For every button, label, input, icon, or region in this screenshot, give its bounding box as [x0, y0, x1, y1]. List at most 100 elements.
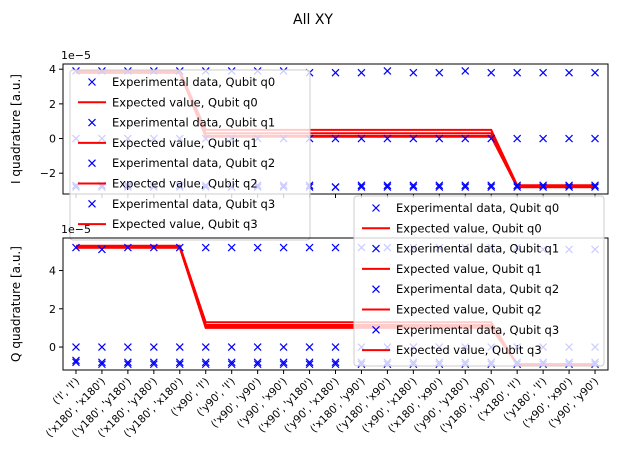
data-point-1-4-5: [201, 358, 210, 367]
data-point-1-2-8: [279, 343, 288, 351]
legend-label-1-0: Experimental data, Qubit q0: [396, 201, 559, 215]
data-point-1-2-4: [175, 343, 184, 351]
legend-marker-1-0: [372, 204, 380, 212]
data-point-1-0-8: [279, 243, 288, 252]
data-point-1-2-10: [331, 343, 340, 351]
data-point-1-4-2: [123, 358, 132, 367]
y-tick-label-0-1: 0: [49, 133, 56, 146]
data-point-1-4-9: [305, 358, 314, 367]
legend-label-1-1: Expected value, Qubit q0: [396, 221, 542, 235]
data-point-0-4-19: [565, 181, 573, 190]
y-tick-label-1-2: 4: [49, 265, 56, 278]
data-point-1-6-9: [305, 360, 314, 369]
data-point-1-6-0: [72, 358, 80, 367]
data-point-1-0-4: [175, 243, 184, 252]
data-point-1-6-3: [149, 360, 158, 369]
data-point-0-0-14: [435, 68, 444, 77]
data-point-0-6-16: [487, 183, 496, 191]
data-point-0-6-20: [591, 183, 599, 191]
data-point-1-6-10: [331, 360, 340, 369]
data-point-0-6-10: [331, 183, 340, 191]
figure-title: All XY: [293, 12, 333, 28]
data-point-0-2-10: [331, 134, 340, 143]
data-point-1-2-5: [201, 343, 210, 351]
data-point-0-2-20: [591, 134, 599, 143]
data-point-1-0-1: [98, 245, 106, 254]
data-point-1-6-7: [253, 360, 262, 369]
data-point-0-0-12: [383, 67, 392, 75]
data-point-1-0-5: [201, 243, 210, 252]
data-point-0-0-17: [513, 68, 522, 77]
data-point-0-0-16: [487, 68, 496, 77]
data-point-1-2-3: [149, 343, 158, 351]
data-point-1-4-0: [72, 356, 80, 365]
legend-label-1-5: Expected value, Qubit q2: [396, 303, 542, 317]
data-point-1-0-0: [72, 243, 80, 252]
data-point-0-2-19: [565, 134, 573, 143]
data-point-0-4-20: [591, 181, 599, 190]
data-point-0-6-19: [565, 183, 573, 191]
y-axis-label-1: Q quadrature [a.u.]: [9, 246, 23, 362]
data-point-1-0-10: [331, 243, 340, 252]
legend-label-1-4: Experimental data, Qubit q2: [396, 282, 559, 296]
data-point-1-6-2: [123, 360, 132, 369]
data-point-0-0-11: [357, 68, 366, 77]
data-point-0-0-13: [409, 68, 418, 77]
data-point-0-2-14: [435, 134, 444, 143]
data-point-0-6-11: [357, 183, 366, 191]
legend-label-0-1: Expected value, Qubit q0: [112, 95, 258, 109]
legend-marker-1-6: [372, 325, 380, 334]
legend-marker-0-0: [88, 78, 96, 86]
data-point-0-4-13: [409, 181, 418, 190]
y-tick-label-0-2: 2: [49, 98, 56, 111]
data-point-0-6-13: [409, 183, 418, 191]
data-point-0-2-15: [461, 134, 470, 143]
legend-marker-1-4: [372, 285, 380, 294]
legend-label-1-2: Experimental data, Qubit q1: [396, 242, 559, 256]
scale-label-0: 1e−5: [61, 49, 91, 62]
legend-box-1: [353, 195, 605, 367]
data-point-0-4-17: [513, 181, 522, 190]
legend-label-0-3: Expected value, Qubit q1: [112, 136, 258, 150]
data-point-1-2-2: [123, 343, 132, 351]
legend-label-1-6: Experimental data, Qubit q3: [396, 323, 559, 337]
legend-label-0-0: Experimental data, Qubit q0: [112, 75, 275, 89]
data-point-1-4-4: [175, 358, 184, 367]
data-point-0-4-12: [383, 181, 392, 190]
legend-label-0-2: Experimental data, Qubit q1: [112, 116, 275, 130]
legend-label-0-4: Experimental data, Qubit q2: [112, 156, 275, 170]
data-point-0-2-18: [539, 134, 548, 143]
data-point-1-2-1: [98, 343, 106, 351]
data-point-0-6-18: [539, 183, 548, 191]
data-point-0-6-14: [435, 183, 444, 191]
data-point-1-4-8: [279, 358, 288, 367]
legend-label-1-3: Expected value, Qubit q1: [396, 262, 542, 276]
i-quadrature-panel: −2 0 2 4 1e−5 I quadrature [a.u.] Experimental…: [9, 49, 609, 241]
data-point-0-0-10: [331, 68, 340, 77]
data-point-1-4-1: [98, 358, 106, 367]
legend-marker-0-6: [88, 199, 96, 208]
legend-marker-0-4: [88, 159, 96, 168]
data-point-0-2-13: [409, 134, 418, 143]
data-point-1-2-9: [305, 343, 314, 351]
legend-label-1-7: Expected value, Qubit q3: [396, 343, 542, 357]
data-point-1-0-3: [149, 243, 158, 252]
data-point-1-6-5: [201, 360, 210, 369]
data-point-0-0-15: [461, 67, 470, 75]
legend-box-0: [69, 69, 311, 241]
data-point-0-4-16: [487, 181, 496, 190]
data-point-1-6-4: [175, 360, 184, 369]
data-point-1-6-1: [98, 360, 106, 369]
data-point-0-4-18: [539, 181, 548, 190]
data-point-0-4-14: [435, 181, 444, 190]
y-tick-label-0-0: −2: [40, 167, 56, 180]
data-point-0-0-20: [591, 68, 599, 77]
data-point-0-6-15: [461, 183, 470, 191]
q-quadrature-panel: 024('I', 'I')('x180', 'x180')('y180', 'y…: [9, 195, 609, 440]
data-point-0-4-11: [357, 181, 366, 190]
legend-label-0-6: Experimental data, Qubit q3: [112, 197, 275, 211]
data-point-0-2-17: [513, 134, 522, 143]
data-point-1-0-7: [253, 243, 262, 252]
data-point-0-0-18: [539, 68, 548, 77]
y-axis-label-0: I quadrature [a.u.]: [9, 74, 23, 184]
